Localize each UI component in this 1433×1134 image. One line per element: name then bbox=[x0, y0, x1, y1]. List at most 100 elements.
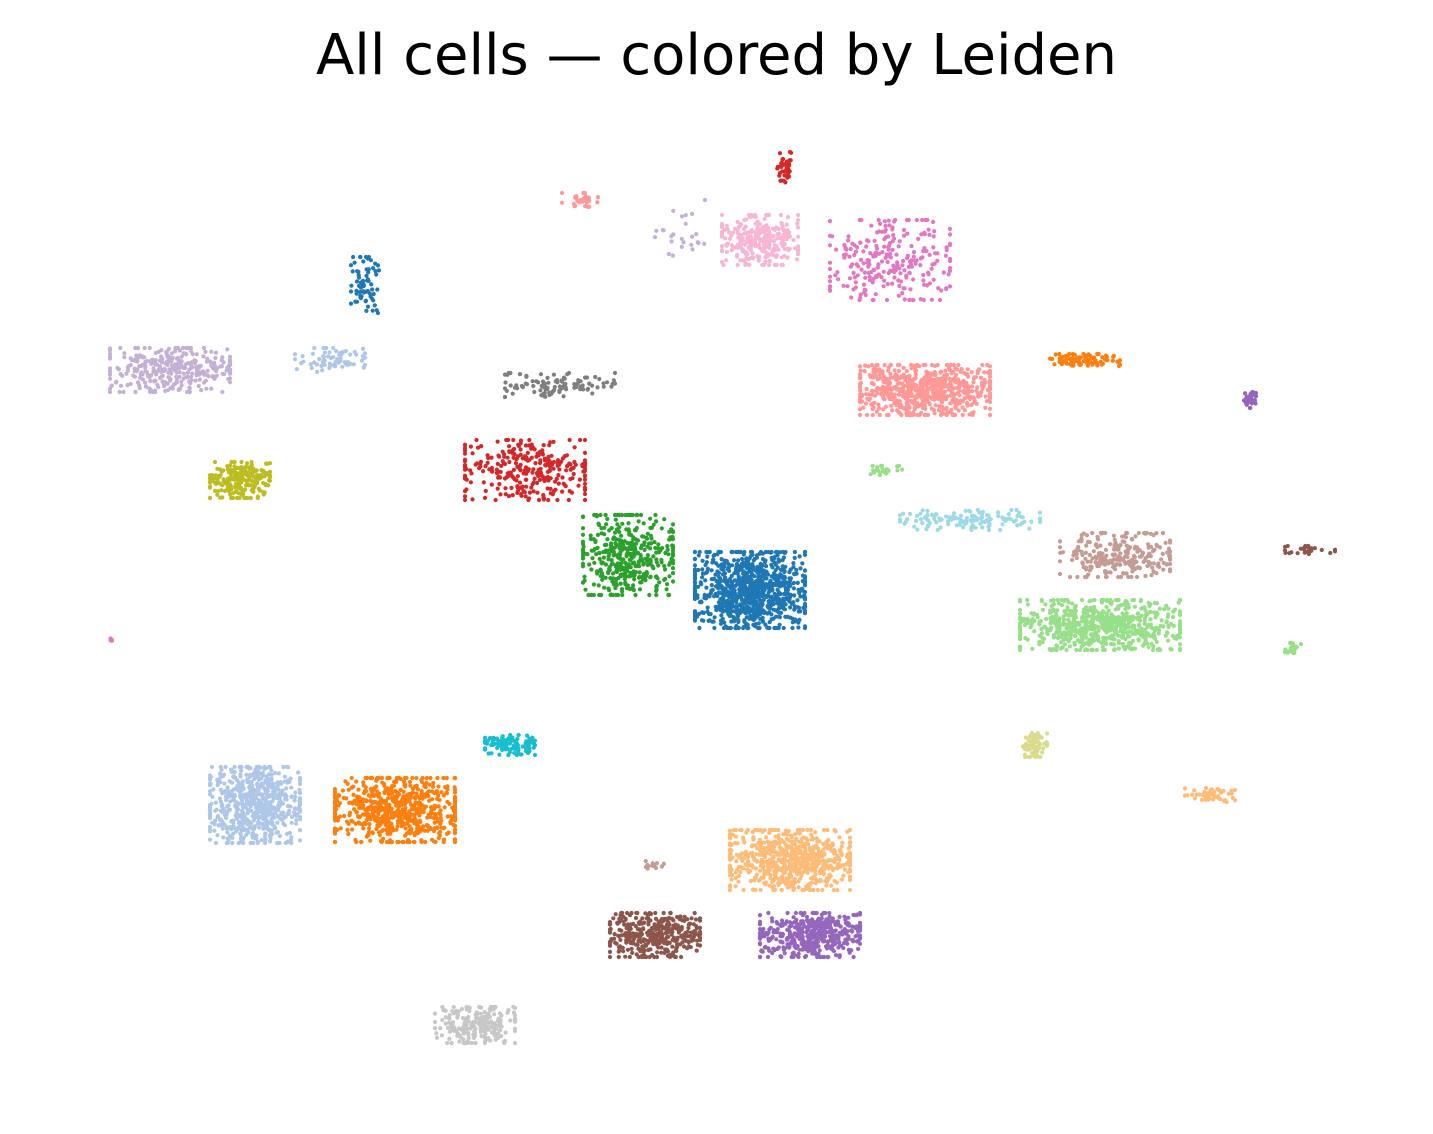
cell-point bbox=[718, 618, 724, 623]
cell-point bbox=[911, 376, 917, 382]
cell-point bbox=[897, 266, 902, 271]
cell-point bbox=[248, 495, 253, 501]
cell-point bbox=[862, 270, 868, 275]
cell-point bbox=[881, 379, 886, 384]
cell-point bbox=[214, 369, 219, 374]
cell-point bbox=[152, 379, 157, 384]
cell-point bbox=[626, 521, 631, 526]
cell-point bbox=[1097, 613, 1102, 619]
cell-point bbox=[543, 458, 548, 463]
cell-point bbox=[787, 592, 792, 597]
cell-point bbox=[209, 363, 214, 368]
cell-point bbox=[230, 491, 235, 496]
cell-point bbox=[918, 517, 924, 522]
cell-point bbox=[212, 376, 217, 381]
cell-point bbox=[777, 151, 783, 156]
cell-point bbox=[911, 254, 916, 259]
cell-point bbox=[780, 262, 785, 268]
cell-point bbox=[245, 461, 250, 466]
cell-point bbox=[1150, 549, 1155, 554]
cell-point bbox=[320, 354, 326, 359]
cell-point bbox=[609, 526, 614, 531]
cell-point bbox=[900, 291, 905, 296]
cell-point bbox=[493, 497, 498, 503]
cell-point bbox=[944, 395, 949, 400]
cell-point bbox=[1057, 545, 1063, 550]
cell-point bbox=[598, 512, 603, 518]
cell-point bbox=[503, 461, 508, 466]
cell-point bbox=[524, 374, 529, 379]
cell-point bbox=[611, 576, 616, 581]
cell-point bbox=[893, 372, 898, 377]
cell-point bbox=[1109, 615, 1114, 621]
cluster-7 bbox=[652, 197, 708, 258]
cell-point bbox=[922, 412, 927, 418]
cell-point bbox=[206, 374, 211, 379]
cell-point bbox=[904, 412, 909, 418]
cell-point bbox=[599, 526, 604, 531]
cell-point bbox=[593, 374, 598, 380]
cell-point bbox=[1025, 597, 1030, 603]
cell-point bbox=[511, 467, 516, 472]
cell-point bbox=[670, 553, 676, 558]
cell-point bbox=[1114, 597, 1119, 603]
cell-point bbox=[1070, 601, 1075, 606]
cell-point bbox=[1154, 531, 1159, 536]
cell-point bbox=[660, 228, 665, 233]
cell-point bbox=[795, 580, 800, 586]
cell-point bbox=[107, 376, 113, 381]
cell-point bbox=[1139, 553, 1145, 558]
cell-point bbox=[602, 585, 607, 590]
cell-point bbox=[1138, 599, 1143, 604]
cell-point bbox=[891, 233, 896, 238]
cell-point bbox=[775, 565, 780, 570]
cell-point bbox=[605, 516, 610, 522]
cell-point bbox=[1104, 354, 1110, 359]
cell-point bbox=[1135, 615, 1140, 620]
cell-point bbox=[670, 537, 675, 542]
cell-point bbox=[705, 566, 711, 571]
cell-point bbox=[702, 197, 708, 203]
cell-point bbox=[670, 566, 676, 571]
cell-point bbox=[666, 251, 672, 257]
cell-point bbox=[487, 467, 492, 472]
cell-point bbox=[690, 247, 695, 252]
cell-point bbox=[581, 190, 586, 196]
cell-point bbox=[354, 279, 360, 284]
cell-point bbox=[354, 288, 359, 293]
cell-point bbox=[116, 367, 121, 372]
cell-point bbox=[645, 544, 650, 549]
cell-point bbox=[1061, 617, 1066, 622]
cell-point bbox=[477, 466, 482, 471]
cell-point bbox=[957, 401, 962, 406]
cell-point bbox=[512, 385, 518, 390]
cell-point bbox=[949, 387, 954, 392]
cell-point bbox=[1117, 358, 1123, 363]
cell-point bbox=[300, 354, 305, 359]
cell-point bbox=[802, 625, 808, 631]
cluster-20 bbox=[1282, 640, 1304, 656]
cell-point bbox=[1014, 507, 1019, 513]
cell-point bbox=[751, 558, 757, 563]
cell-point bbox=[1051, 647, 1056, 652]
cell-point bbox=[716, 605, 721, 610]
cell-point bbox=[610, 381, 615, 386]
cell-point bbox=[149, 373, 154, 378]
cell-point bbox=[292, 352, 298, 357]
cell-point bbox=[894, 377, 899, 382]
cell-point bbox=[792, 549, 798, 555]
cell-point bbox=[984, 513, 990, 518]
cell-point bbox=[881, 385, 887, 390]
cell-point bbox=[741, 624, 746, 630]
cell-point bbox=[637, 570, 642, 575]
cell-point bbox=[865, 258, 870, 263]
cell-point bbox=[243, 466, 248, 471]
cell-point bbox=[926, 272, 931, 277]
cell-point bbox=[961, 525, 966, 530]
cell-point bbox=[1087, 637, 1092, 642]
cell-point bbox=[1062, 598, 1067, 604]
cell-point bbox=[172, 362, 178, 367]
cell-point bbox=[586, 195, 591, 200]
cell-point bbox=[1047, 647, 1052, 652]
cell-point bbox=[732, 588, 737, 593]
